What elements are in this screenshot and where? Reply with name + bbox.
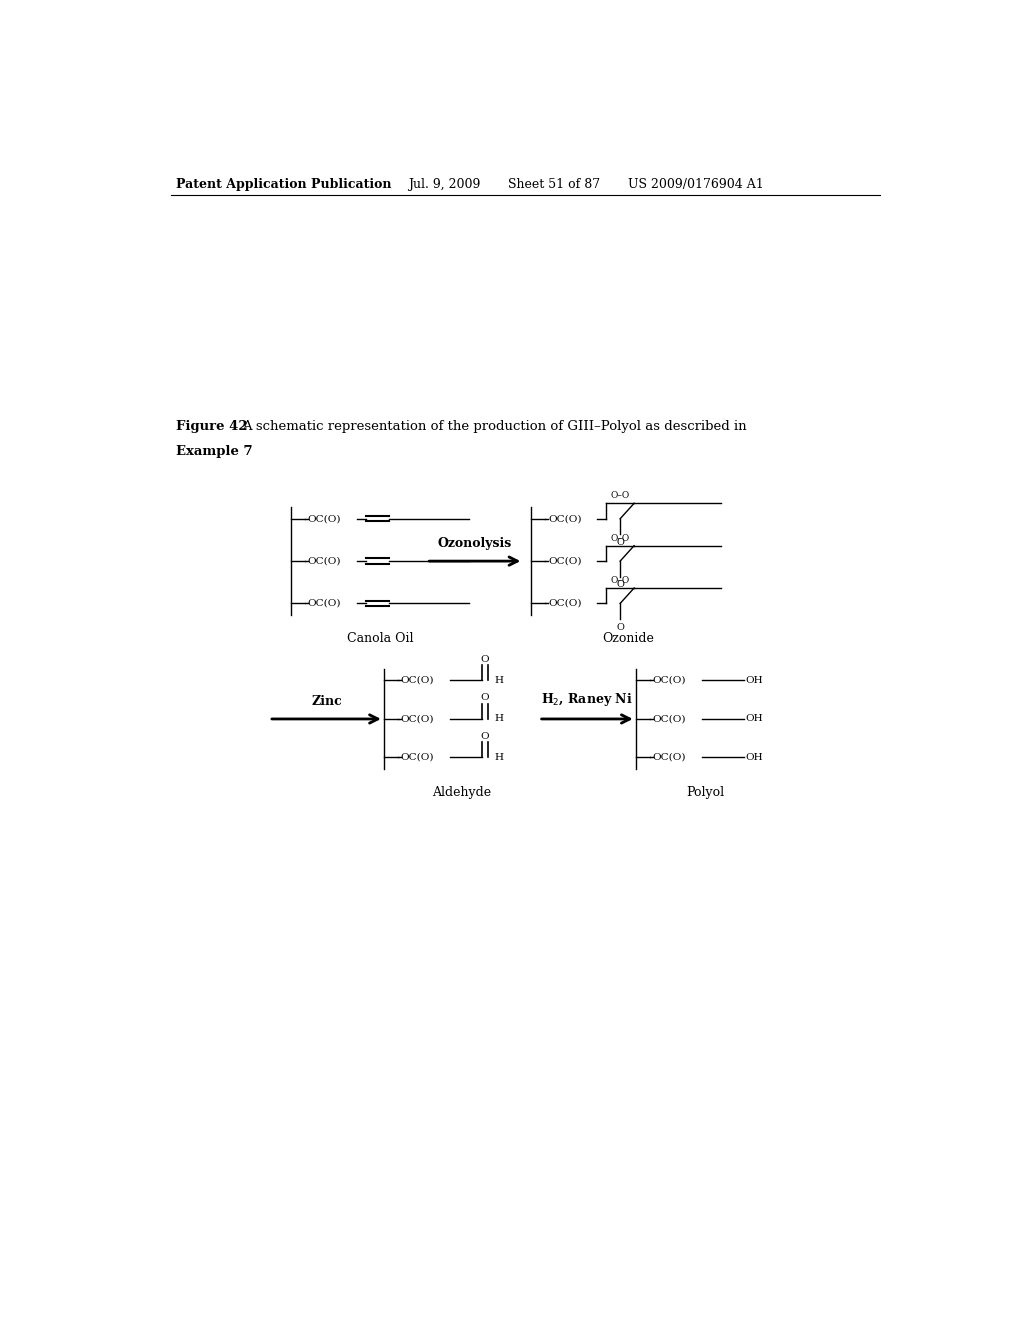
Text: OC(O): OC(O) bbox=[308, 515, 341, 523]
Text: Jul. 9, 2009: Jul. 9, 2009 bbox=[409, 178, 481, 190]
Text: US 2009/0176904 A1: US 2009/0176904 A1 bbox=[628, 178, 764, 190]
Text: O–O: O–O bbox=[610, 533, 630, 543]
Text: OC(O): OC(O) bbox=[652, 676, 686, 685]
Text: O: O bbox=[616, 539, 624, 546]
Text: O: O bbox=[616, 623, 624, 632]
Text: O: O bbox=[480, 655, 489, 664]
Text: Figure 42: Figure 42 bbox=[176, 420, 248, 433]
Text: O: O bbox=[616, 581, 624, 589]
Text: OC(O): OC(O) bbox=[548, 557, 582, 565]
Text: OC(O): OC(O) bbox=[548, 515, 582, 523]
Text: Zinc: Zinc bbox=[311, 696, 342, 708]
Text: Canola Oil: Canola Oil bbox=[347, 632, 413, 645]
Text: H$_2$, Raney Ni: H$_2$, Raney Ni bbox=[542, 692, 633, 708]
Text: OH: OH bbox=[745, 752, 763, 762]
Text: OC(O): OC(O) bbox=[308, 599, 341, 609]
Text: OC(O): OC(O) bbox=[400, 676, 434, 685]
Text: Ozonide: Ozonide bbox=[602, 632, 653, 645]
Text: H: H bbox=[495, 676, 504, 685]
Text: Patent Application Publication: Patent Application Publication bbox=[176, 178, 391, 190]
Text: Aldehyde: Aldehyde bbox=[432, 785, 490, 799]
Text: O–O: O–O bbox=[610, 491, 630, 500]
Text: OC(O): OC(O) bbox=[400, 714, 434, 723]
Text: OH: OH bbox=[745, 714, 763, 723]
Text: OH: OH bbox=[745, 676, 763, 685]
Text: A schematic representation of the production of GIII–Polyol as described in: A schematic representation of the produc… bbox=[242, 420, 746, 433]
Text: O: O bbox=[480, 731, 489, 741]
Text: O–O: O–O bbox=[610, 576, 630, 585]
Text: O: O bbox=[480, 693, 489, 702]
Text: Example 7: Example 7 bbox=[176, 445, 253, 458]
Text: OC(O): OC(O) bbox=[652, 752, 686, 762]
Text: OC(O): OC(O) bbox=[308, 557, 341, 565]
Text: Ozonolysis: Ozonolysis bbox=[437, 537, 512, 550]
Text: OC(O): OC(O) bbox=[652, 714, 686, 723]
Text: H: H bbox=[495, 714, 504, 723]
Text: OC(O): OC(O) bbox=[400, 752, 434, 762]
Text: Sheet 51 of 87: Sheet 51 of 87 bbox=[508, 178, 600, 190]
Text: Polyol: Polyol bbox=[686, 785, 724, 799]
Text: OC(O): OC(O) bbox=[548, 599, 582, 609]
Text: H: H bbox=[495, 752, 504, 762]
